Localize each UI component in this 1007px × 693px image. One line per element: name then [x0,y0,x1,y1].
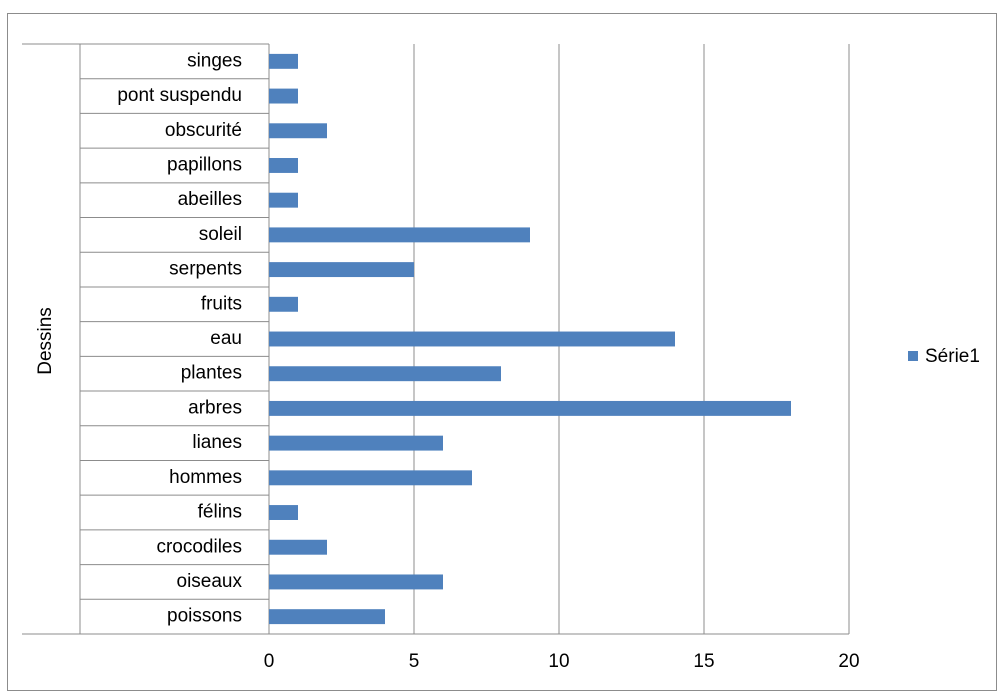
bar-plantes[interactable] [269,366,501,382]
bar-félins[interactable] [269,505,298,520]
bar-eau[interactable] [269,331,675,347]
category-label: oiseaux [177,571,243,592]
category-label: poissons [167,606,242,627]
category-label: félins [198,502,242,523]
bar-poissons[interactable] [269,609,385,625]
category-label: singes [187,50,242,71]
bar-arbres[interactable] [269,400,791,416]
category-label: obscurité [165,120,242,141]
x-tick-label: 10 [548,651,569,672]
bar-hommes[interactable] [269,470,472,486]
legend-swatch [908,351,918,361]
category-label: serpents [169,259,242,280]
category-label: abeilles [178,189,242,210]
category-label: hommes [169,467,242,488]
value-tick-labels: 0 5 10 15 20 [264,651,860,672]
bar-crocodiles[interactable] [269,539,327,555]
category-label: plantes [181,363,242,384]
x-tick-label: 0 [264,651,275,672]
bar-obscurité[interactable] [269,123,327,139]
x-tick-label: 15 [693,651,714,672]
bar-pont-suspendu[interactable] [269,88,298,104]
y-axis-title: Dessins [35,307,56,375]
category-labels: poissons oiseaux crocodiles félins hommes lia… [117,50,242,626]
bar-lianes[interactable] [269,435,443,451]
legend-label: Série1 [925,346,980,367]
bar-soleil[interactable] [269,227,530,243]
bar-papillons[interactable] [269,158,298,173]
x-tick-label: 20 [838,651,859,672]
category-label: lianes [192,432,242,453]
x-tick-label: 5 [409,651,420,672]
category-label: crocodiles [156,536,242,557]
category-label: soleil [199,224,242,245]
axes [22,43,849,635]
bar-singes[interactable] [269,53,298,69]
legend[interactable]: Série1 [908,346,980,367]
bar-abeilles[interactable] [269,192,298,208]
bars [269,53,791,625]
bar-fruits[interactable] [269,296,298,312]
chart-frame [7,13,997,691]
bar-serpents[interactable] [269,262,414,278]
category-label: arbres [188,397,242,418]
bar-oiseaux[interactable] [269,574,443,590]
category-label: fruits [201,293,242,314]
category-label: papillons [167,154,242,175]
category-label: eau [210,328,242,349]
category-label: pont suspendu [117,85,242,106]
